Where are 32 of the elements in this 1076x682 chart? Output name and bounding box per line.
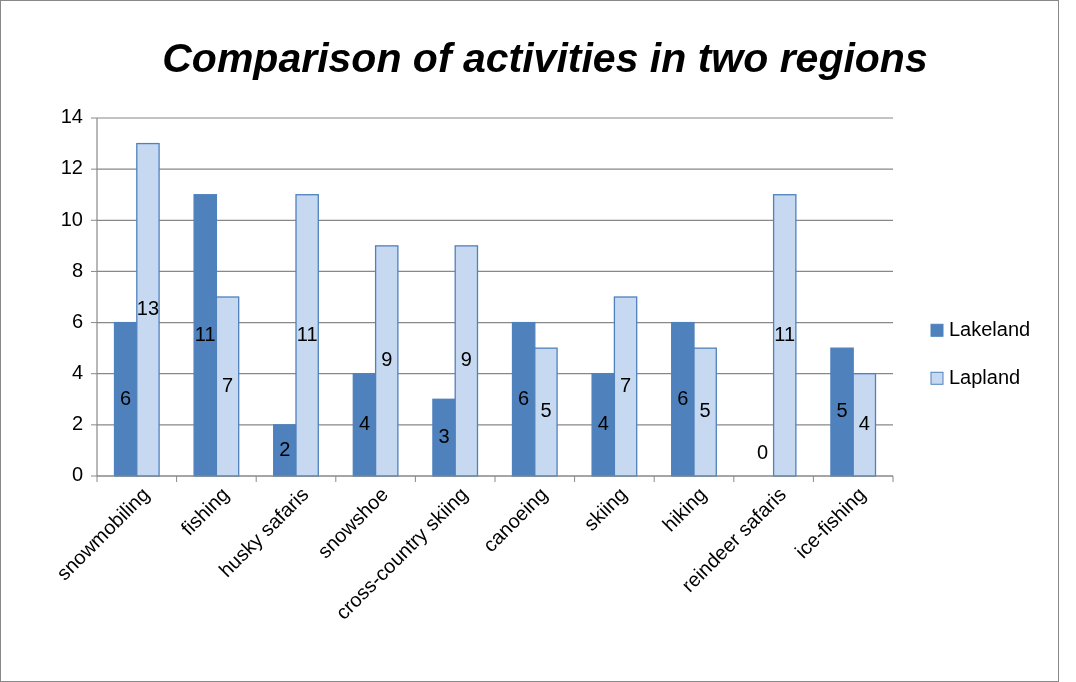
y-tick-label: 12 xyxy=(60,156,83,179)
y-tick-label: 8 xyxy=(71,258,83,281)
data-label: 6 xyxy=(518,386,530,409)
data-label: 2 xyxy=(279,437,291,460)
y-tick-label: 6 xyxy=(71,309,83,332)
data-label: 0 xyxy=(756,441,769,464)
data-label: 3 xyxy=(438,424,450,447)
data-label: 4 xyxy=(597,412,609,435)
data-label: 6 xyxy=(120,386,132,409)
data-label: 11 xyxy=(774,322,796,345)
data-label: 13 xyxy=(136,297,160,320)
data-label: 5 xyxy=(540,399,552,422)
data-label: 11 xyxy=(194,322,216,345)
data-label: 7 xyxy=(619,373,632,396)
data-label: 11 xyxy=(296,322,318,345)
y-tick-label: 0 xyxy=(71,463,83,486)
data-label: 4 xyxy=(858,412,870,435)
bar xyxy=(772,194,797,477)
data-label: 7 xyxy=(221,373,234,396)
data-label: 9 xyxy=(460,348,472,371)
data-label: 5 xyxy=(836,399,848,422)
data-label: 6 xyxy=(677,386,689,409)
chart-title: Comparison of activities in two regions xyxy=(162,35,928,81)
y-tick-label: 10 xyxy=(60,207,83,230)
legend-label: Lakeland xyxy=(949,317,1031,340)
data-label: 9 xyxy=(381,348,393,371)
y-tick-label: 14 xyxy=(60,105,83,128)
legend-label: Lapland xyxy=(949,365,1021,388)
data-label: 5 xyxy=(699,399,711,422)
y-tick-label: 4 xyxy=(71,361,83,383)
y-tick-label: 2 xyxy=(71,412,83,435)
data-label: 4 xyxy=(358,412,371,435)
